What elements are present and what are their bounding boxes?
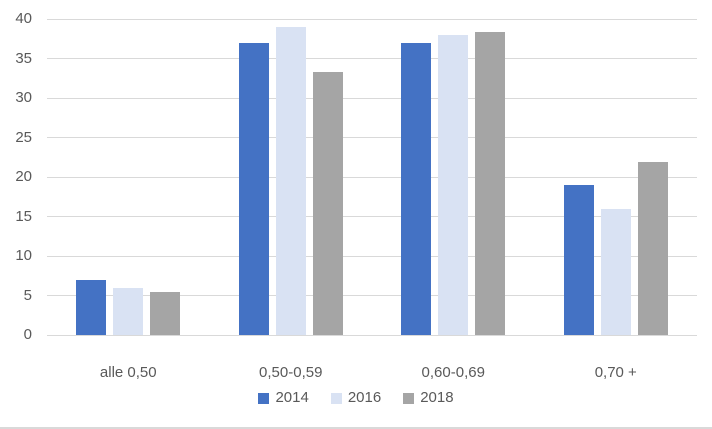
legend-item-2018: 2018 (403, 389, 454, 407)
bar-2018-2 (312, 71, 343, 335)
bar-2018-4 (637, 161, 668, 335)
plot-area (47, 18, 697, 336)
y-tick-label: 10 (15, 247, 32, 264)
legend-label: 2018 (420, 389, 454, 406)
x-category-label: 0,70 + (594, 364, 637, 381)
bar-2014-1 (76, 279, 107, 335)
y-tick-label: 15 (15, 207, 32, 225)
legend-item-2014: 2014 (258, 389, 309, 407)
gridline (47, 97, 697, 99)
bar-2014-2 (238, 42, 269, 335)
bar-2014-3 (401, 42, 432, 335)
gridline (47, 137, 697, 138)
chart-bottom-border (0, 427, 712, 429)
gridline (47, 176, 697, 178)
x-axis: alle 0,50 0,50-0,59 0,60-0,69 0,70 + (47, 344, 697, 381)
bar-2018-3 (475, 32, 506, 335)
x-category-label: 0,60-0,69 (421, 364, 485, 381)
y-tick-label: 30 (15, 89, 32, 106)
legend-item-2016: 2016 (330, 389, 382, 407)
gridline (47, 334, 697, 336)
bar-2018-1 (150, 292, 181, 335)
gridline (47, 58, 697, 59)
gridline (47, 216, 697, 217)
legend-swatch-icon (258, 392, 270, 404)
legend-swatch-icon (330, 392, 342, 404)
gridline (47, 295, 697, 296)
legend-swatch-icon (403, 392, 415, 404)
y-axis: 0 5 10 15 20 25 30 35 40 (0, 10, 32, 343)
y-tick-label: 25 (15, 128, 32, 146)
bar-2014-4 (563, 184, 594, 335)
y-tick-label: 40 (15, 10, 32, 27)
y-tick-label: 0 (23, 326, 32, 343)
gridline (47, 255, 697, 257)
bar-2016-3 (438, 34, 469, 335)
bar-2016-4 (600, 208, 631, 335)
legend: 2014 2016 2018 (0, 389, 712, 407)
y-tick-label: 5 (23, 286, 32, 304)
y-tick-label: 35 (15, 49, 32, 67)
legend-label: 2014 (275, 389, 309, 406)
bar-2016-2 (275, 26, 306, 335)
x-category-label: 0,50-0,59 (259, 364, 323, 381)
legend-label: 2016 (347, 389, 382, 406)
x-category-label: alle 0,50 (99, 364, 157, 381)
gridline (47, 18, 697, 20)
y-tick-label: 20 (15, 168, 32, 185)
bar-2016-1 (113, 287, 144, 335)
